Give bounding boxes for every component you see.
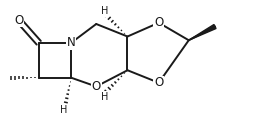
Polygon shape [188,25,215,40]
Text: H: H [100,6,108,17]
Text: O: O [91,80,101,93]
Text: H: H [100,91,108,102]
Text: O: O [153,16,163,29]
Text: N: N [67,36,75,49]
Text: H: H [60,105,67,115]
Text: O: O [153,76,163,89]
Text: O: O [14,14,23,27]
